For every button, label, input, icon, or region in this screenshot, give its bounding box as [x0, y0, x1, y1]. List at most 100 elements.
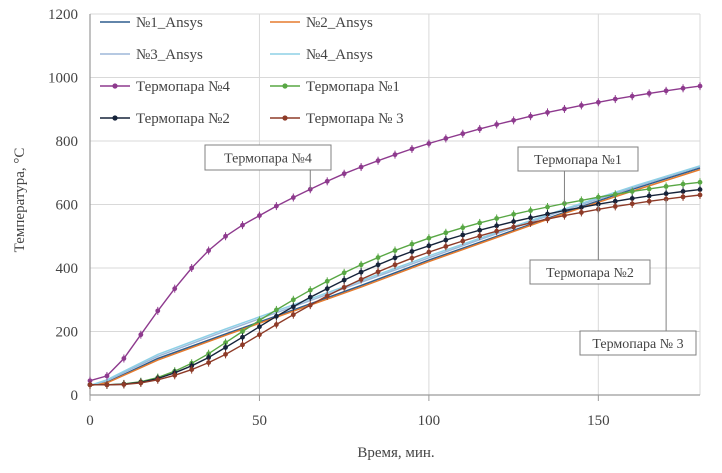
legend-swatch-marker [112, 83, 118, 89]
y-axis-label: Температура, °С [12, 148, 28, 253]
data-point [680, 85, 686, 91]
legend-label: №2_Ansys [306, 15, 373, 31]
data-point [680, 189, 686, 194]
data-point [646, 90, 652, 96]
data-point [307, 294, 313, 300]
data-point [477, 227, 483, 233]
data-point [460, 232, 466, 238]
data-point [629, 196, 635, 201]
data-point [290, 304, 296, 310]
data-point [680, 181, 686, 187]
y-tick-label: 1000 [48, 71, 78, 87]
data-point [223, 351, 228, 357]
data-point [562, 213, 567, 219]
data-point [511, 219, 517, 225]
legend-entry: Термопара №1 [270, 79, 400, 95]
series-line-7 [90, 194, 701, 386]
legend-label: №4_Ansys [306, 47, 373, 63]
annotation-label: Термопара №2 [546, 266, 634, 281]
data-point [443, 244, 449, 249]
axis-layer: 0 200 400 600 800 1000 1200 0 50 100 150 [48, 7, 700, 429]
data-point [562, 106, 567, 112]
data-point [443, 237, 449, 243]
data-point [528, 113, 533, 119]
data-point [612, 191, 618, 197]
data-point [290, 297, 296, 303]
data-point [595, 99, 601, 105]
annotation-label: Термопара №1 [534, 153, 622, 168]
legend-entry: №3_Ansys [100, 47, 203, 63]
data-point [578, 210, 584, 215]
y-tick-label: 400 [56, 261, 79, 277]
annotation-label: Термопара № 3 [592, 337, 683, 352]
data-point [104, 382, 110, 388]
data-point [121, 382, 127, 387]
data-point [477, 233, 483, 239]
data-point [578, 197, 584, 203]
data-point [511, 117, 517, 123]
data-point [375, 158, 381, 164]
data-point [257, 332, 262, 338]
data-point [324, 278, 330, 284]
data-point [206, 360, 212, 366]
data-point [409, 249, 415, 254]
data-point [138, 332, 144, 338]
data-point [189, 265, 195, 271]
legend-swatch-marker [112, 115, 118, 121]
data-point [663, 191, 669, 197]
data-point [392, 255, 398, 261]
data-point [87, 378, 93, 384]
legend-label: Термопара № 3 [306, 111, 404, 127]
annotation-label: Термопара №4 [224, 152, 312, 167]
data-point [392, 152, 398, 158]
series-line-6 [90, 188, 701, 386]
data-point [189, 367, 195, 372]
legend-label: №3_Ansys [136, 47, 203, 63]
annotation-box [529, 259, 651, 285]
data-point [206, 355, 212, 360]
y-tick-label: 600 [56, 198, 79, 214]
x-tick-label: 50 [252, 413, 267, 429]
data-point [341, 270, 347, 276]
legend-entry: Термопара №2 [100, 111, 230, 127]
legend-entry: №2_Ansys [270, 15, 373, 31]
series-layer [87, 82, 703, 389]
data-point [426, 243, 432, 249]
data-point [307, 302, 313, 308]
data-point [595, 194, 601, 200]
data-point [240, 329, 245, 334]
data-point [697, 179, 703, 185]
data-point [409, 241, 415, 247]
data-point [121, 356, 127, 361]
data-point [460, 225, 466, 231]
data-point [545, 211, 550, 217]
data-point [460, 238, 466, 244]
data-point [257, 324, 262, 330]
data-point [392, 248, 398, 253]
data-point [545, 216, 550, 222]
annotation-layer: Термопара №4 Термопара №1 Термопара №2 Терм… [204, 144, 697, 356]
data-point [240, 222, 245, 228]
x-tick-label: 0 [86, 413, 94, 429]
legend-label: Термопара №1 [306, 79, 400, 95]
data-point [257, 317, 262, 323]
legend-label: Термопара №4 [136, 79, 230, 95]
data-point [206, 248, 212, 253]
data-point [87, 382, 93, 388]
x-tick-label: 100 [418, 413, 441, 429]
data-point [528, 220, 533, 226]
data-point [290, 312, 296, 318]
data-point [562, 208, 567, 213]
data-point [646, 198, 652, 204]
data-point [494, 216, 500, 221]
data-point [358, 269, 364, 275]
data-point [307, 186, 313, 192]
data-point [562, 201, 567, 206]
legend-entry: Термопара № 3 [270, 111, 404, 127]
data-point [477, 126, 483, 132]
data-point [341, 171, 347, 177]
data-point [240, 342, 245, 348]
data-point [358, 164, 364, 170]
data-point [494, 228, 500, 234]
data-point [612, 198, 618, 204]
